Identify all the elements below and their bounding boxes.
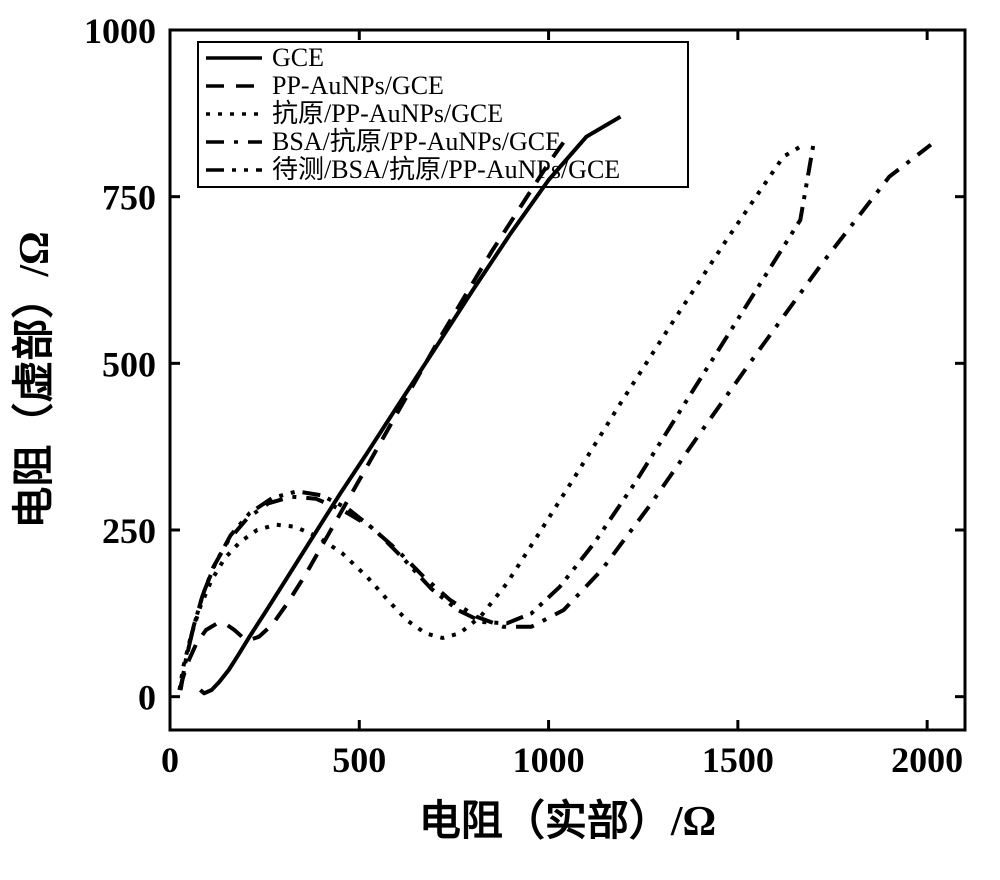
legend-label: GCE bbox=[272, 43, 324, 72]
series-待测/BSA/抗原/PP-AuNPs/GCE bbox=[181, 143, 814, 688]
series-PP-AuNPs/GCE bbox=[180, 137, 568, 690]
x-axis-label: 电阻（实部）/Ω bbox=[419, 798, 716, 845]
nyquist-chart: 0 500 1000 1500 2000 电阻（实部）/Ω 0 250 500 750 1000 电阻… bbox=[0, 0, 1000, 880]
series-BSA/抗原/PP-AuNPs/GCE bbox=[181, 145, 931, 690]
y-axis-label: 电阻（虚部）/Ω bbox=[11, 231, 58, 528]
x-tick-label: 1500 bbox=[702, 740, 774, 780]
legend-label: PP-AuNPs/GCE bbox=[272, 71, 444, 100]
series-GCE bbox=[200, 117, 620, 694]
chart-svg: 0 500 1000 1500 2000 电阻（实部）/Ω 0 250 500 750 1000 电阻… bbox=[0, 0, 1000, 880]
y-tick-label: 1000 bbox=[84, 11, 156, 51]
x-tick-label: 2000 bbox=[891, 740, 963, 780]
y-tick-label: 750 bbox=[102, 178, 156, 218]
y-tick-label: 0 bbox=[138, 678, 156, 718]
legend-label: BSA/抗原/PP-AuNPs/GCE bbox=[272, 127, 561, 156]
x-tick-label: 0 bbox=[161, 740, 179, 780]
legend-label: 抗原/PP-AuNPs/GCE bbox=[272, 99, 503, 128]
legend-label: 待测/BSA/抗原/PP-AuNPs/GCE bbox=[272, 155, 620, 184]
x-tick-label: 1000 bbox=[513, 740, 585, 780]
x-tick-label: 500 bbox=[332, 740, 386, 780]
y-tick-label: 250 bbox=[102, 511, 156, 551]
series-group bbox=[180, 117, 931, 694]
y-tick-label: 500 bbox=[102, 344, 156, 384]
